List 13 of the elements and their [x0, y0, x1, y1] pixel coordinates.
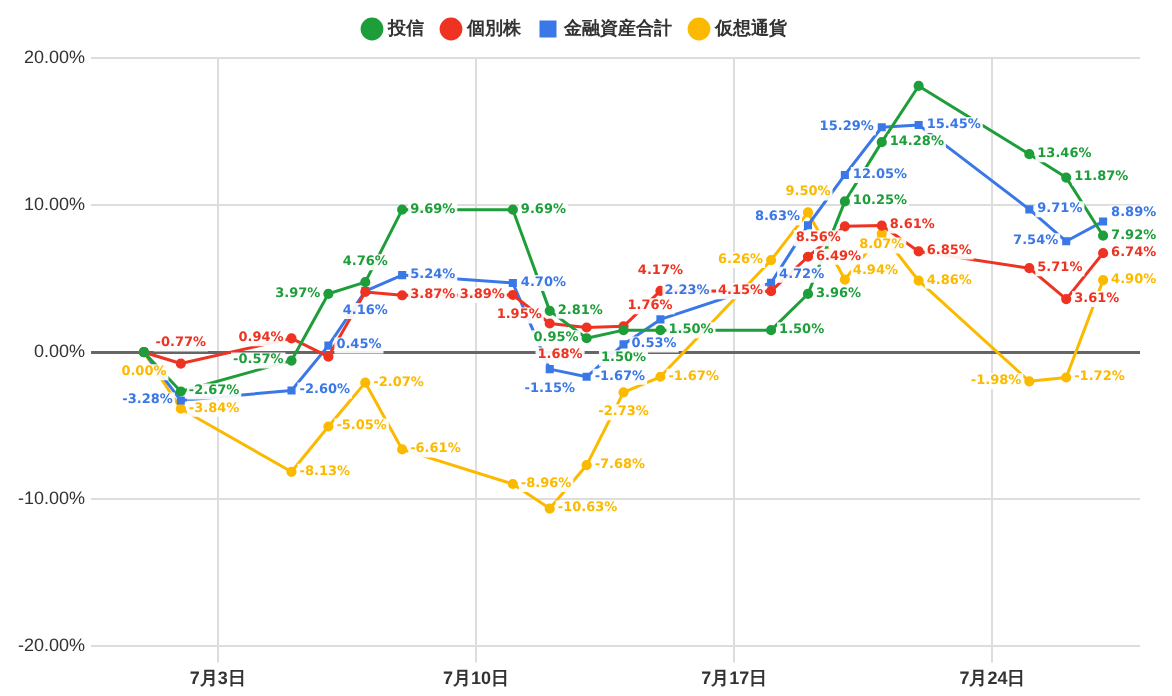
x-tick-label: 7月10日: [442, 668, 509, 689]
x-tick-label: 7月3日: [189, 668, 246, 689]
x-tick-label: 7月17日: [701, 668, 768, 689]
y-tick-label: -20.00%: [17, 635, 86, 656]
legend-label: 投信: [386, 17, 424, 38]
x-tick-label: 7月24日: [959, 668, 1026, 689]
y-tick-label: 0.00%: [33, 341, 86, 362]
legend-label: 個別株: [465, 17, 523, 38]
y-tick-label: 20.00%: [23, 46, 86, 67]
y-tick-label: -10.00%: [17, 488, 86, 509]
legend-label: 仮想通貨: [713, 17, 787, 38]
y-tick-label: 10.00%: [23, 194, 86, 215]
legend-label: 金融資産合計: [562, 17, 672, 38]
